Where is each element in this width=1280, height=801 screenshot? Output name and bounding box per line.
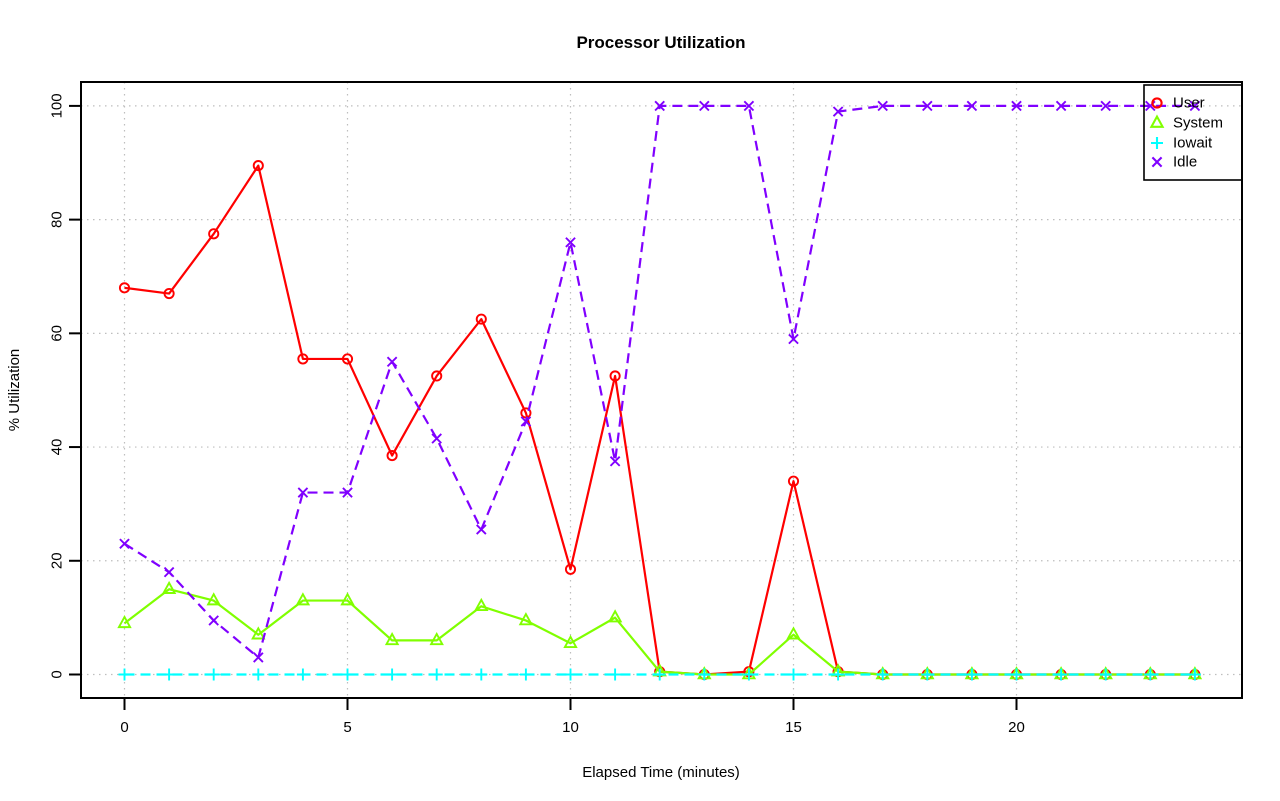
chart-title: Processor Utilization [576,33,745,52]
gridlines [81,82,1242,698]
series-idle [119,100,1201,663]
plot-border [80,81,1243,699]
y-tick-label: 100 [49,93,66,118]
series-user [118,160,1201,681]
legend-marker-idle-icon [1151,156,1163,168]
series-iowait [118,668,1201,681]
y-tick-label: 40 [49,439,66,456]
y-tick-label: 0 [49,670,66,678]
y-tick-label: 60 [49,325,66,342]
legend-label-user: User [1173,95,1205,112]
axis-ticks: 0 5 10 15 20 0 20 40 60 80 100 [49,93,1025,736]
legend-marker-system-icon [1149,114,1165,128]
legend-label-system: System [1173,115,1223,132]
y-tick-label: 20 [49,552,66,569]
x-tick-label: 0 [120,719,128,736]
legend-marker-user-icon [1151,97,1163,109]
legend: User System Iowait Idle [1143,84,1243,181]
data-series [117,100,1203,681]
x-tick-label: 5 [343,719,351,736]
x-tick-label: 20 [1008,719,1025,736]
x-axis-label: Elapsed Time (minutes) [582,764,740,781]
x-tick-label: 15 [785,719,802,736]
legend-marker-iowait-icon [1151,137,1163,149]
legend-label-iowait: Iowait [1173,135,1213,152]
legend-label-idle: Idle [1173,154,1197,171]
y-axis-label: % Utilization [6,349,23,432]
series-system [117,580,1203,680]
y-tick-label: 80 [49,211,66,228]
x-tick-label: 10 [562,719,579,736]
legend-border [1143,84,1243,181]
